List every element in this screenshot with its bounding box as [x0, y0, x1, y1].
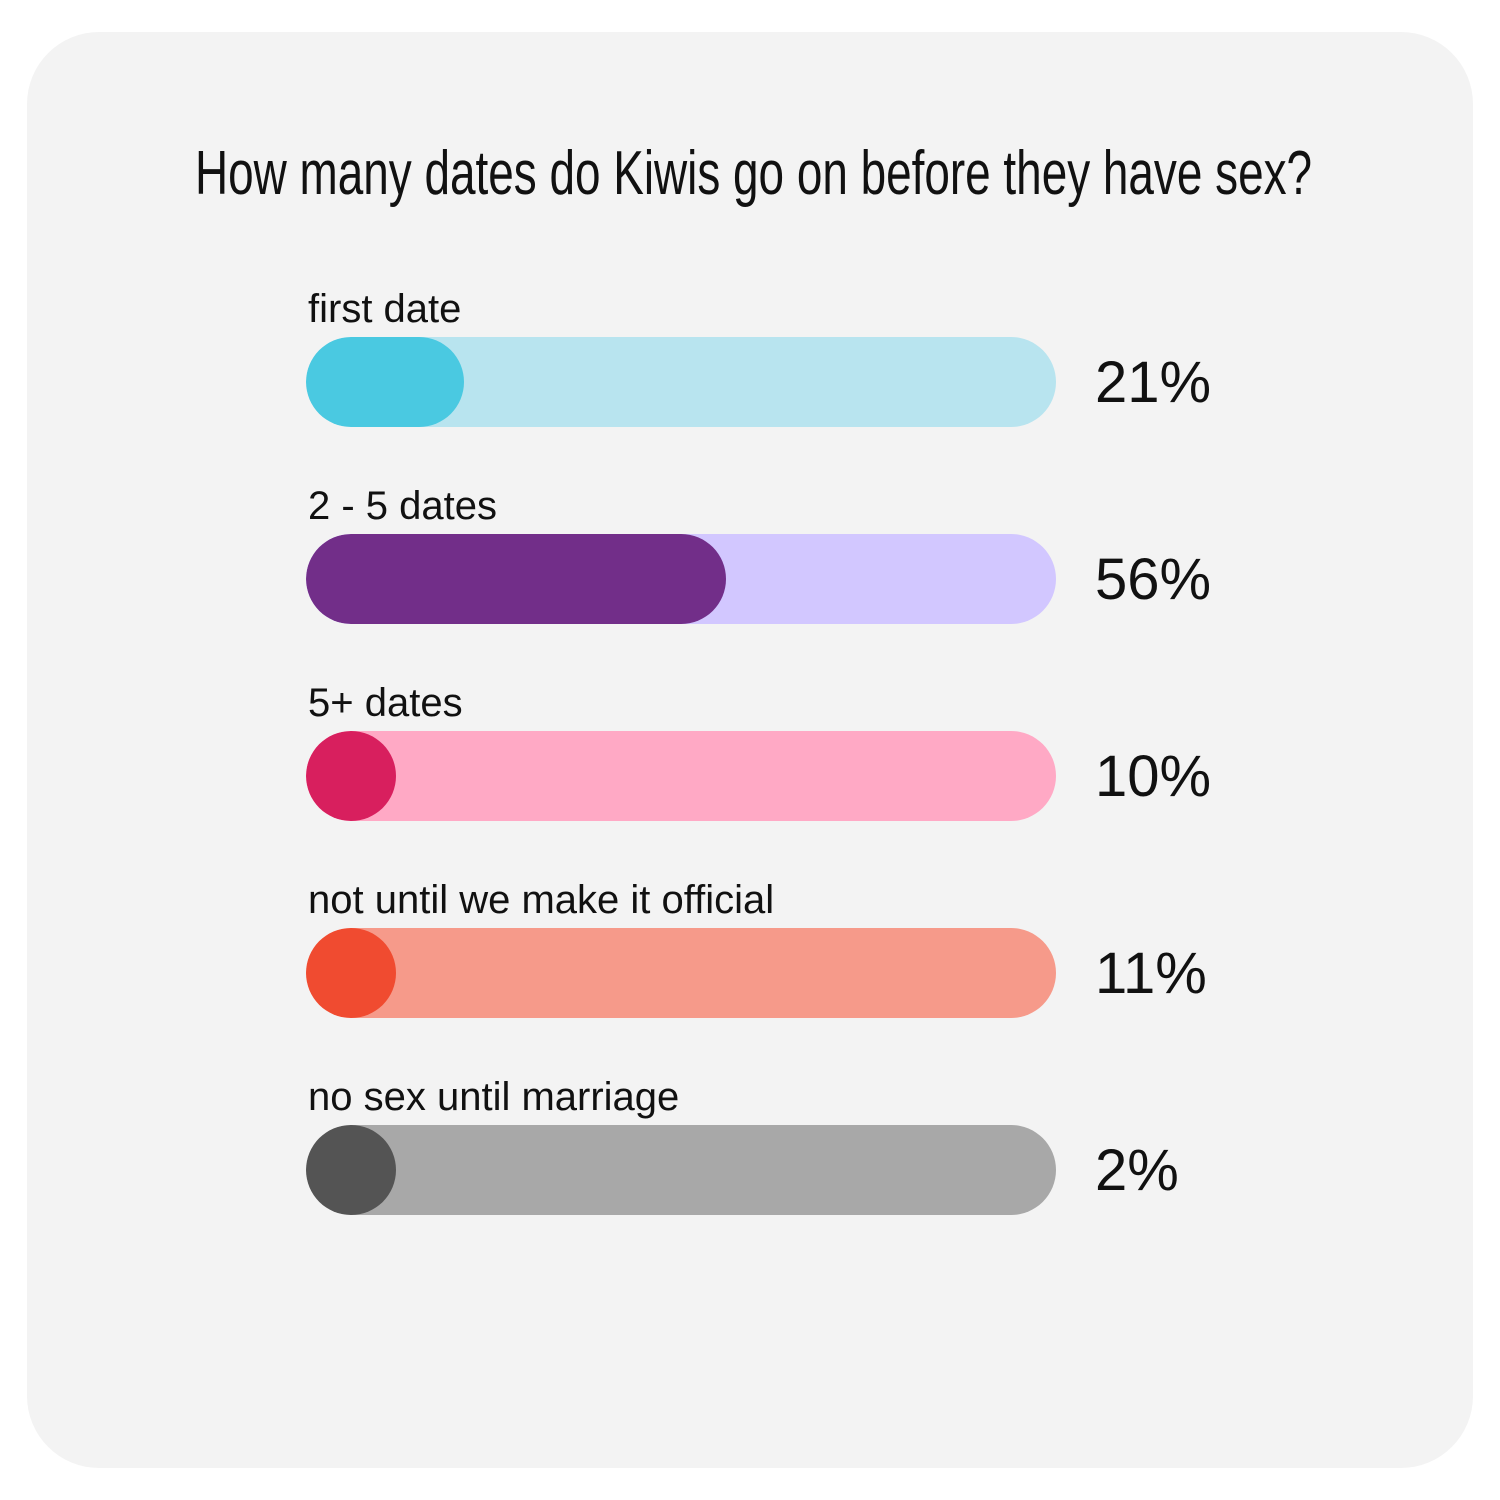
- bar-fill: [306, 1125, 396, 1215]
- category-label: 5+ dates: [308, 681, 463, 725]
- bar-track: [306, 337, 1056, 427]
- chart-title: How many dates do Kiwis go on before the…: [195, 139, 1313, 208]
- bar-fill: [306, 928, 396, 1018]
- value-label: 2%: [1095, 1138, 1179, 1203]
- bar-fill: [306, 337, 464, 427]
- bar-track: [306, 534, 1056, 624]
- bar-fill: [306, 534, 726, 624]
- bar-track: [306, 731, 1056, 821]
- bar-track: [306, 1125, 1056, 1215]
- value-label: 10%: [1095, 744, 1212, 809]
- bar-track: [306, 928, 1056, 1018]
- value-label: 56%: [1095, 547, 1212, 612]
- bar-fill: [306, 731, 396, 821]
- category-label: first date: [308, 287, 462, 331]
- category-label: no sex until marriage: [308, 1075, 680, 1119]
- value-label: 11%: [1095, 941, 1207, 1006]
- value-label: 21%: [1095, 350, 1212, 415]
- category-label: 2 - 5 dates: [308, 484, 498, 528]
- category-label: not until we make it official: [308, 878, 775, 922]
